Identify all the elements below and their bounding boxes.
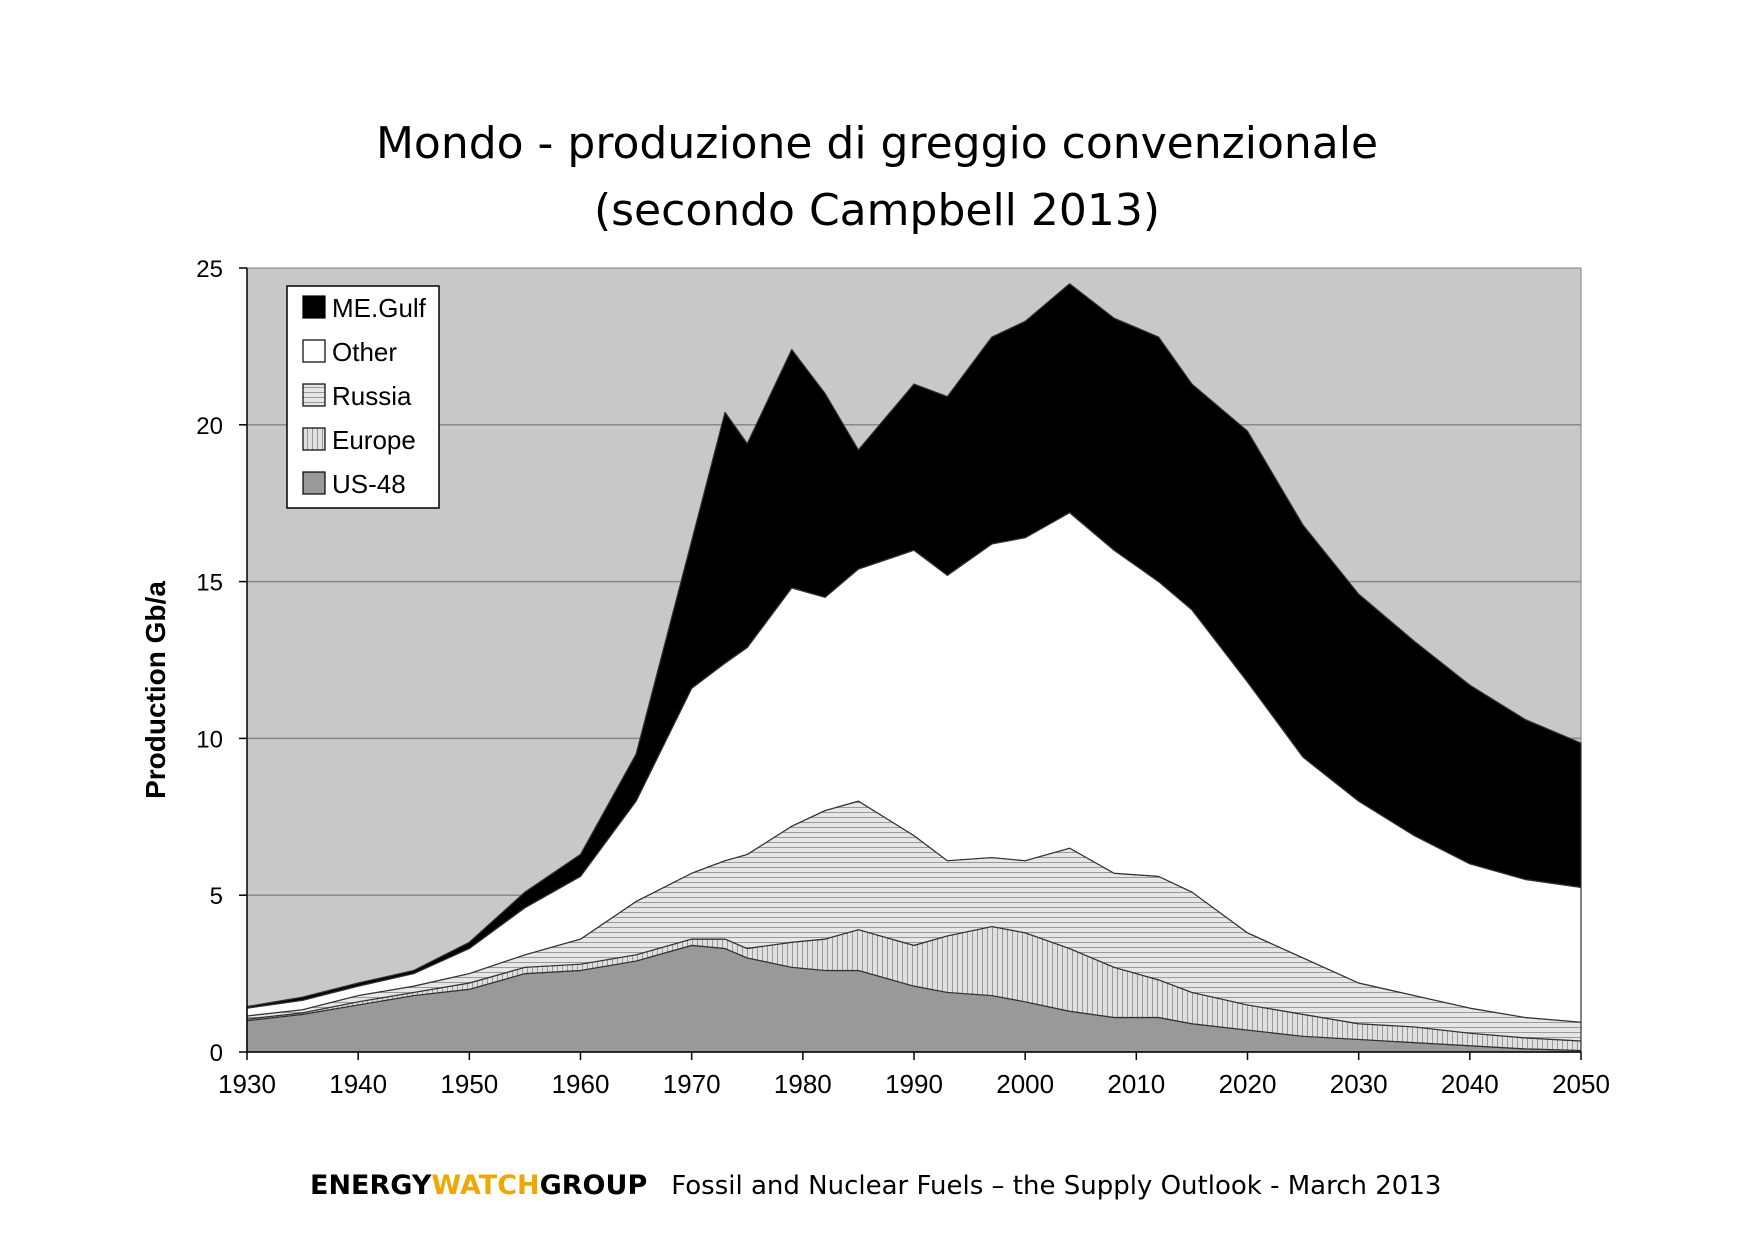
legend-swatch-us-48: [302, 471, 326, 495]
x-tick-label: 2000: [996, 1069, 1054, 1099]
x-tick-label: 1930: [218, 1069, 276, 1099]
y-tick-label: 20: [196, 413, 223, 440]
legend-label-other: Other: [332, 337, 397, 367]
x-tick-label: 2030: [1330, 1069, 1388, 1099]
title-line-1: Mondo - produzione di greggio convenzion…: [375, 118, 1379, 169]
x-tick-label: 1950: [440, 1069, 498, 1099]
brand-logo: ENERGYWATCHGROUP: [310, 1170, 647, 1201]
legend-label-europe: Europe: [332, 425, 416, 455]
legend-label-us-48: US-48: [332, 469, 406, 499]
y-tick-label: 5: [210, 883, 223, 910]
x-tick-label: 2010: [1107, 1069, 1165, 1099]
legend-swatch-me-gulf: [302, 295, 326, 319]
y-tick-label: 25: [196, 256, 223, 283]
brand-part-2: WATCH: [431, 1170, 540, 1201]
legend: ME.Gulf Other Russia Europe US-48: [286, 285, 440, 509]
x-tick-label: 1980: [774, 1069, 832, 1099]
x-tick-label: 1990: [885, 1069, 943, 1099]
y-tick-label: 0: [210, 1040, 223, 1067]
brand-part-3: GROUP: [539, 1170, 648, 1201]
x-tick-label: 1940: [329, 1069, 387, 1099]
y-tick-label: 10: [196, 726, 223, 753]
legend-label-russia: Russia: [332, 381, 412, 411]
footer-text: Fossil and Nuclear Fuels – the Supply Ou…: [671, 1171, 1442, 1201]
footer: ENERGYWATCHGROUP Fossil and Nuclear Fuels…: [310, 1170, 1441, 1201]
x-tick-label: 2040: [1441, 1069, 1499, 1099]
legend-swatch-other: [302, 339, 326, 363]
x-tick-label: 1970: [663, 1069, 721, 1099]
legend-swatch-europe: [302, 427, 326, 451]
legend-label-me-gulf: ME.Gulf: [332, 293, 427, 323]
legend-swatch-russia: [302, 383, 326, 407]
x-tick-label: 2020: [1219, 1069, 1277, 1099]
x-tick-label: 2050: [1552, 1069, 1610, 1099]
y-axis-label: Production Gb/a: [140, 581, 171, 799]
x-tick-label: 1960: [552, 1069, 610, 1099]
area-me-gulf: [246, 283, 1582, 1009]
brand-part-1: ENERGY: [310, 1170, 432, 1201]
y-tick-label: 15: [196, 570, 223, 597]
title-line-2: (secondo Campbell 2013): [593, 185, 1161, 236]
legend-box: [286, 285, 440, 509]
